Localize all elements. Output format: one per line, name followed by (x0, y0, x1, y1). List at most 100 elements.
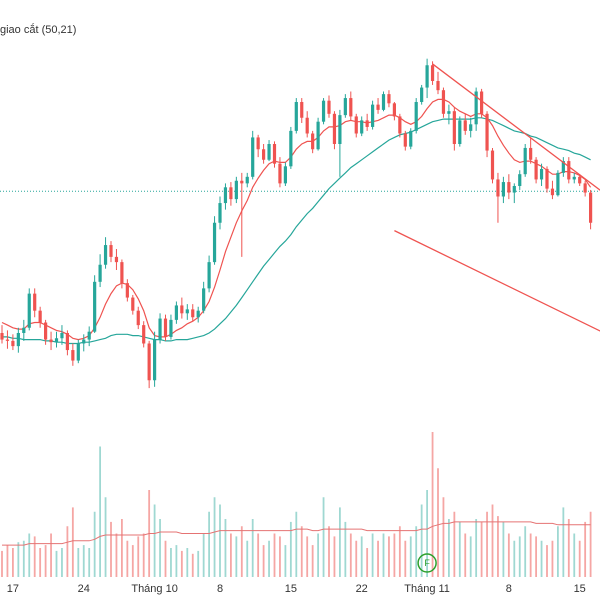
event-marker-label: F (424, 558, 430, 568)
volume-bar (268, 540, 270, 577)
candle-body (93, 281, 97, 332)
candle-body (376, 104, 380, 110)
candle-body (501, 182, 505, 197)
candle (480, 88, 484, 118)
candle (490, 147, 495, 184)
volume-bar (322, 497, 325, 577)
candle-body (0, 333, 4, 340)
volume-bar (317, 533, 319, 577)
candle (272, 141, 277, 168)
candle (420, 84, 424, 105)
candle-body (163, 318, 168, 337)
volume-bar (464, 533, 467, 577)
candle-body (365, 120, 369, 127)
trendlines[interactable] (394, 63, 600, 332)
candle (354, 113, 358, 138)
candle (545, 166, 549, 193)
candle (294, 98, 298, 134)
candle-body (529, 147, 533, 160)
volume-bar (431, 432, 434, 577)
candle-body (245, 176, 249, 184)
candle (463, 113, 467, 135)
candle-body (474, 91, 478, 125)
candle (218, 196, 222, 230)
candle-body (480, 91, 484, 114)
volume-bar (61, 548, 63, 577)
candle (82, 334, 86, 352)
candle (327, 95, 331, 118)
volume-bar (121, 519, 123, 577)
candle-body (38, 310, 42, 323)
candle (49, 331, 53, 351)
candle-body (229, 187, 233, 200)
candle (109, 241, 113, 263)
candle-body (267, 144, 271, 160)
candle-body (147, 343, 151, 381)
candle-body (294, 102, 298, 131)
candle-body (343, 98, 347, 116)
trendline[interactable] (432, 63, 600, 191)
candle (283, 162, 287, 186)
candle (234, 176, 238, 204)
volume-bar (115, 533, 118, 577)
candle-body (207, 262, 211, 289)
indicator-legend-label[interactable]: giao cắt (50,21) (0, 23, 76, 36)
candle-body (11, 340, 15, 347)
candle (240, 172, 244, 257)
candle-body (54, 338, 59, 343)
candle-body (392, 103, 396, 117)
volume-bar (230, 533, 232, 577)
candle (251, 130, 255, 180)
candle (305, 111, 309, 138)
candle-body (332, 113, 337, 144)
volume-bar (360, 536, 363, 577)
candle-body (142, 325, 146, 344)
candle-body (338, 115, 342, 144)
volume-bar (22, 540, 25, 577)
candle (33, 288, 37, 318)
volume-bar (557, 526, 559, 577)
candle-body (272, 144, 277, 164)
candle (278, 157, 282, 188)
candle (556, 170, 560, 197)
volume-bar (393, 533, 396, 577)
candle (321, 98, 326, 125)
x-tick-label: 8 (506, 583, 512, 595)
event-marker[interactable]: F (417, 553, 437, 573)
candle-body (447, 111, 451, 114)
volume-bar (164, 540, 167, 577)
volume-bar (398, 526, 401, 577)
volume-bar (213, 497, 216, 577)
volume-bar (110, 521, 112, 577)
candle (185, 304, 189, 320)
candle (136, 306, 140, 330)
volume-bar (170, 548, 172, 577)
volume-bar (448, 519, 450, 577)
candle (447, 104, 451, 125)
candle-body (349, 98, 353, 117)
volume-bar (39, 548, 42, 577)
x-tick-label: 8 (217, 583, 223, 595)
volume-bar (142, 533, 145, 577)
candle (452, 107, 456, 151)
candle-body (180, 305, 184, 314)
candle (191, 304, 195, 322)
volume-bar (420, 504, 423, 577)
candle-body (5, 339, 10, 341)
volume-bar (153, 504, 156, 577)
volume-bar (251, 519, 254, 577)
volume-bar (257, 533, 260, 577)
volume-bar (6, 545, 9, 577)
candle-body (196, 310, 200, 318)
candle-body (523, 147, 527, 175)
candle-body (300, 102, 304, 118)
volume-bar (344, 521, 347, 577)
candle-body (545, 168, 549, 189)
volume-bar (584, 521, 587, 577)
volume-bar (33, 536, 36, 577)
trendline[interactable] (394, 230, 600, 332)
volume-bar (562, 507, 565, 577)
volume-bar (475, 519, 478, 577)
candle-body (387, 94, 391, 104)
